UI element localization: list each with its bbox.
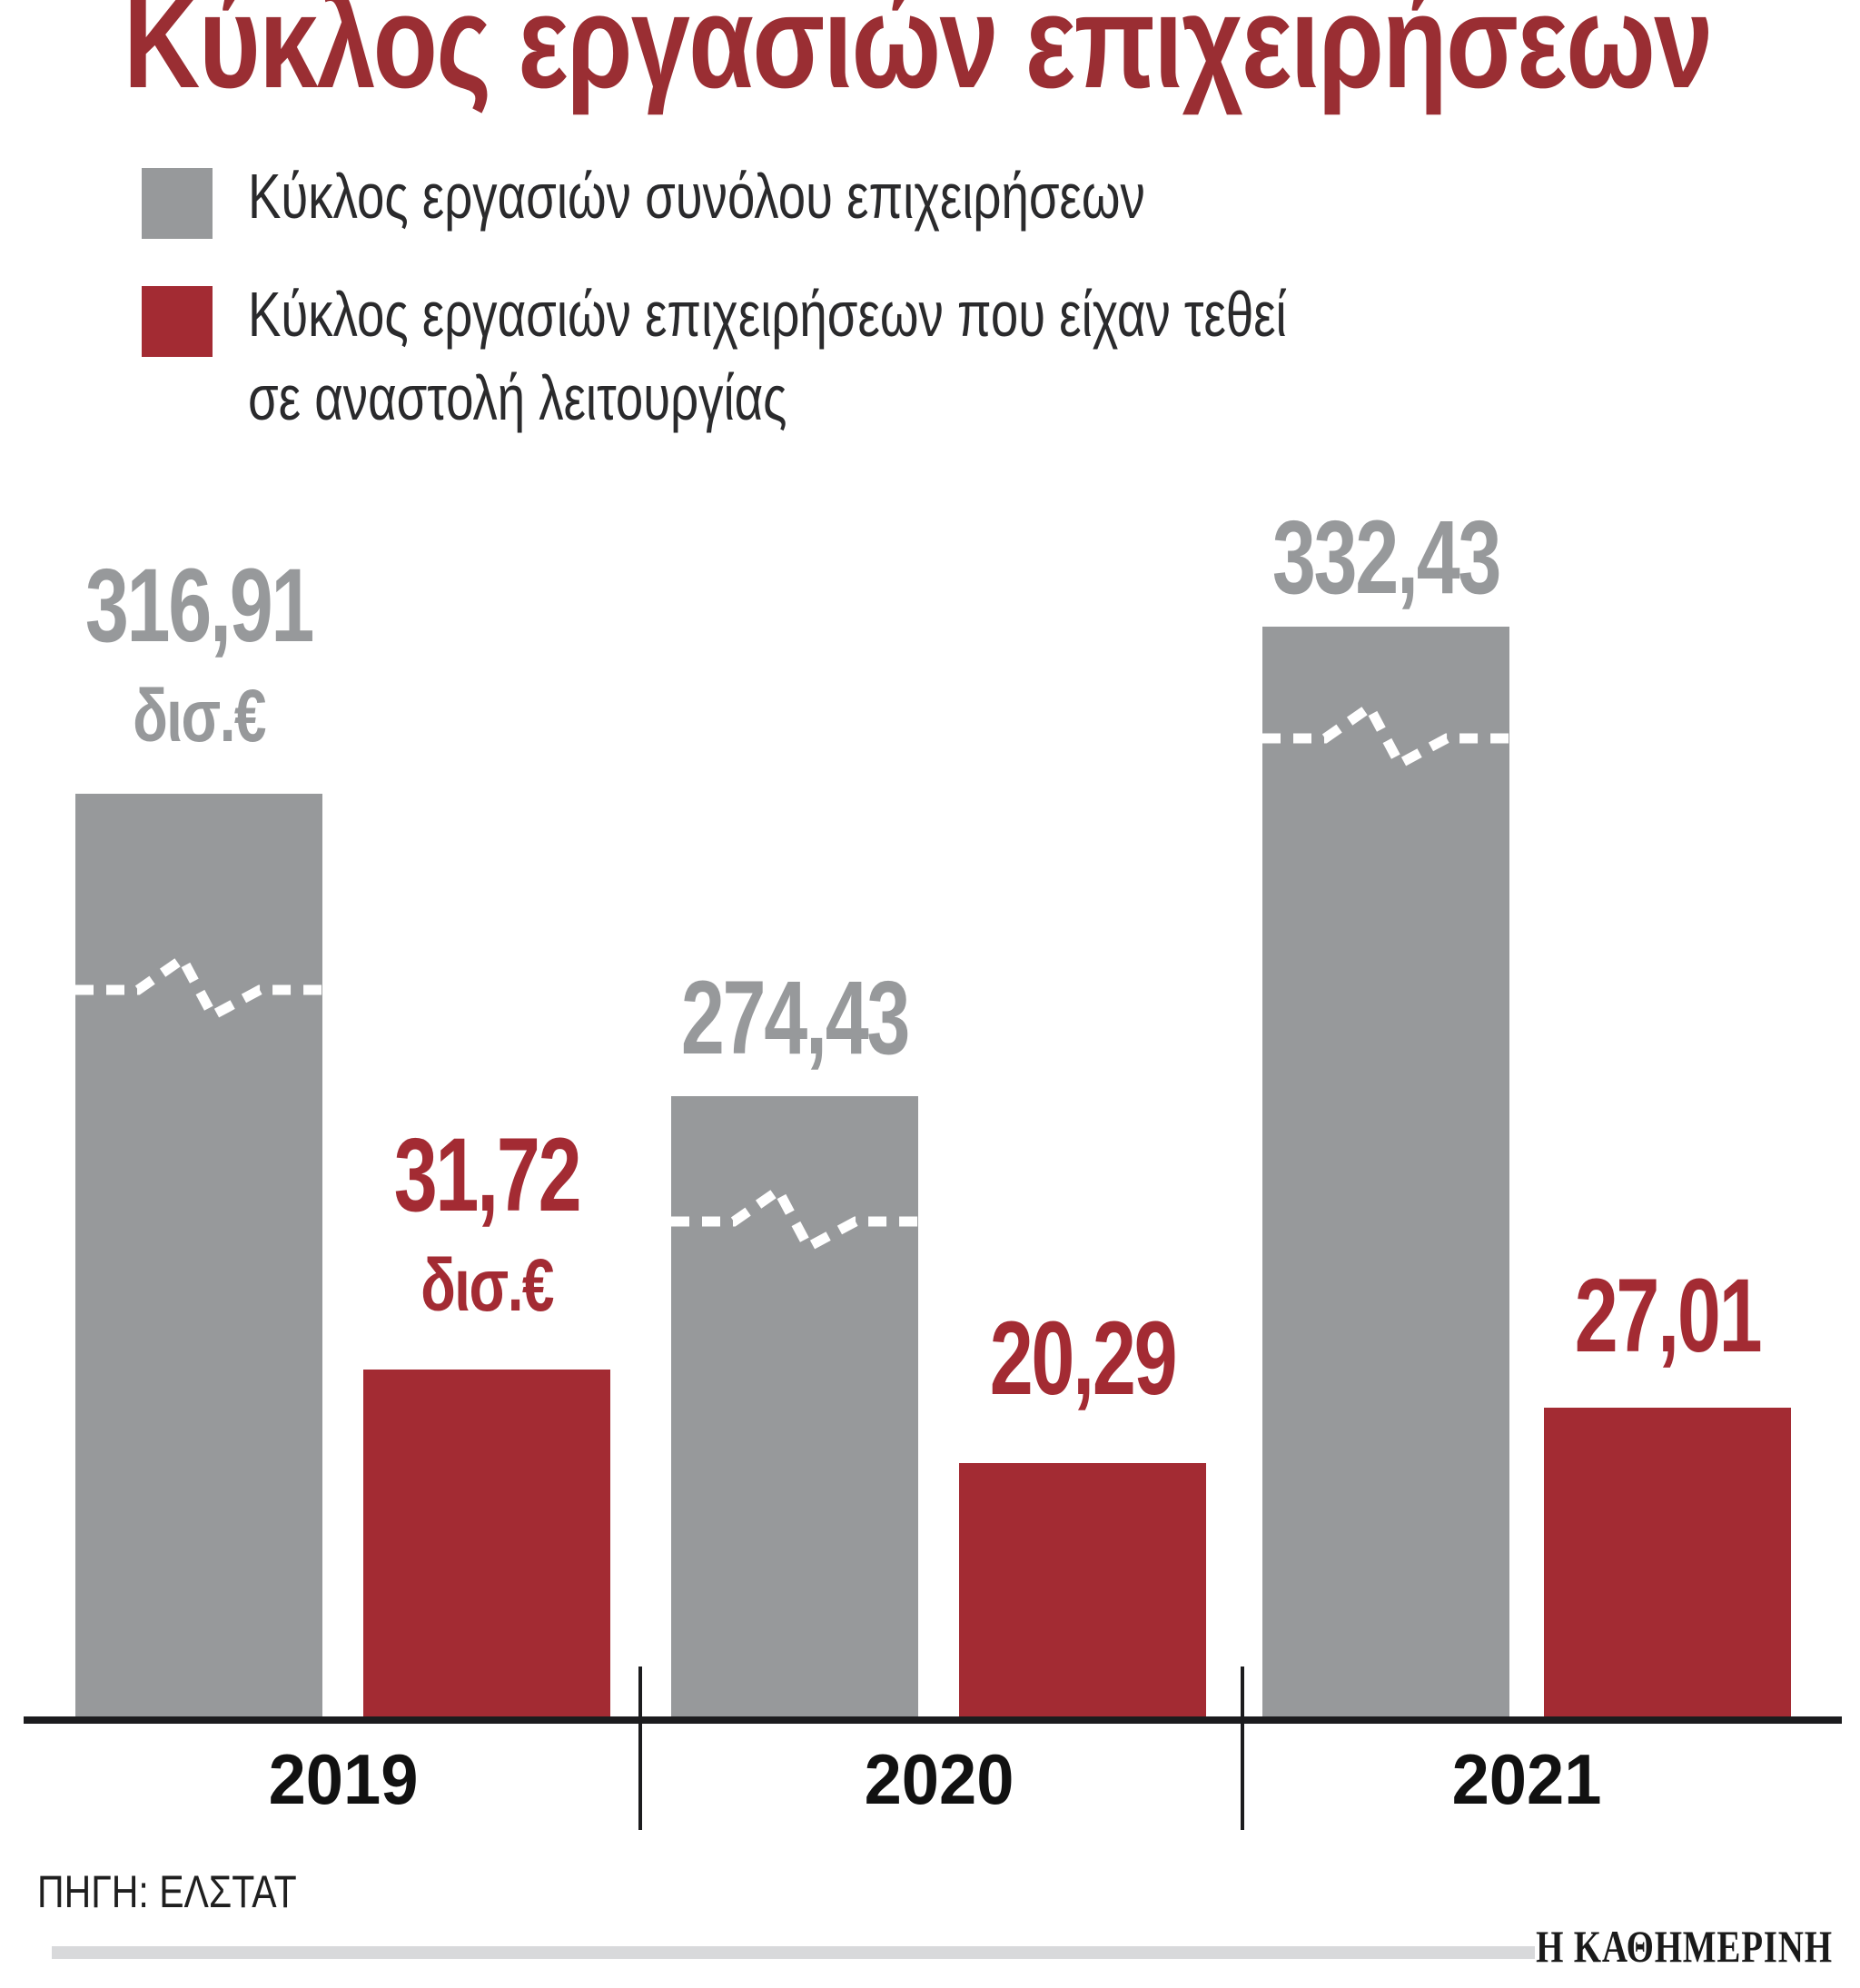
value-label-total: 332,43 <box>1271 499 1502 616</box>
legend-swatch-suspended <box>142 286 213 357</box>
page-title: Κύκλος εργασιών επιχειρήσεων <box>124 0 1713 115</box>
scale-break-dashes-icon <box>1262 699 1509 771</box>
bar-total-2021 <box>1262 627 1509 1722</box>
year-label-2020: 2020 <box>864 1739 1014 1819</box>
x-axis-line <box>24 1716 1842 1724</box>
value-label-total: 316,91 <box>84 548 315 664</box>
source-note: ΠΗΓΗ: ΕΛΣΤΑΤ <box>37 1866 297 1917</box>
value-label-suspended: 20,29 <box>989 1301 1178 1417</box>
value-label-total: 274,43 <box>680 960 911 1076</box>
legend-label-suspended: Κύκλος εργασιών επιχειρήσεων που είχαν τ… <box>248 272 1287 440</box>
legend-label-line: Κύκλος εργασιών επιχειρήσεων που είχαν τ… <box>248 279 1287 350</box>
scale-break-dashes-icon <box>671 1182 918 1254</box>
bar-total-2020 <box>671 1096 918 1722</box>
brand-logo: Η ΚΑΘΗΜΕΡΙΝΗ <box>1536 1921 1833 1972</box>
legend-label-total: Κύκλος εργασιών συνόλου επιχειρήσεων <box>248 154 1145 238</box>
brand-rule <box>52 1946 1535 1959</box>
group-separator <box>1241 1667 1244 1830</box>
value-label-suspended: 31,72 <box>393 1117 582 1233</box>
group-separator <box>638 1667 642 1830</box>
year-label-2021: 2021 <box>1451 1739 1602 1819</box>
value-label-suspended: 27,01 <box>1574 1258 1763 1374</box>
bar-suspended-2019 <box>363 1370 610 1722</box>
scale-break-dashes-icon <box>75 951 322 1023</box>
legend-label-line: σε αναστολή λειτουργίας <box>248 362 787 433</box>
value-label-unit: δισ.€ <box>420 1244 554 1327</box>
legend-label-line: Κύκλος εργασιών συνόλου επιχειρήσεων <box>248 161 1145 232</box>
bar-suspended-2020 <box>959 1463 1206 1722</box>
legend-swatch-total <box>142 168 213 239</box>
bar-total-2019 <box>75 794 322 1722</box>
value-label-unit: δισ.€ <box>133 675 266 757</box>
bar-suspended-2021 <box>1544 1408 1791 1722</box>
year-label-2019: 2019 <box>268 1739 418 1819</box>
